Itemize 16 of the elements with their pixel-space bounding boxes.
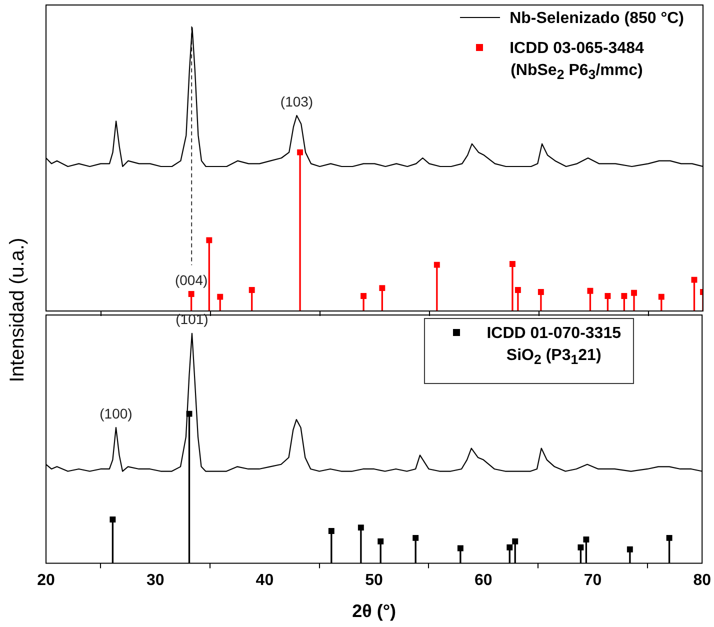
annotation: (100) — [100, 405, 132, 422]
x-tick-label: 60 — [474, 572, 492, 590]
annotation: (101) — [176, 311, 208, 328]
x-tick-label: 30 — [146, 572, 164, 590]
legend-label: ICDD 01-070-3315 SiO$_{2}$ (P3$_{1}$21) — [486, 324, 621, 370]
legend-label: Nb-Selenizado (850 °C) — [510, 9, 684, 29]
x-tick-label: 50 — [365, 572, 384, 590]
x-tick-label: 80 — [693, 572, 712, 590]
y-axis-title: Intensidad (u.a.) — [6, 238, 30, 382]
x-axis-title: 2θ (°) — [352, 601, 396, 622]
x-tick-label: 20 — [37, 572, 55, 590]
annotation: (004) — [174, 272, 208, 288]
x-tick-label: 70 — [584, 572, 602, 590]
annotation: (103) — [280, 93, 314, 110]
x-tick-label: 40 — [256, 572, 274, 590]
legend-label: ICDD 03-065-3484 (NbSe$_{2}$ P6$_{3}$/mmc) — [510, 39, 644, 84]
